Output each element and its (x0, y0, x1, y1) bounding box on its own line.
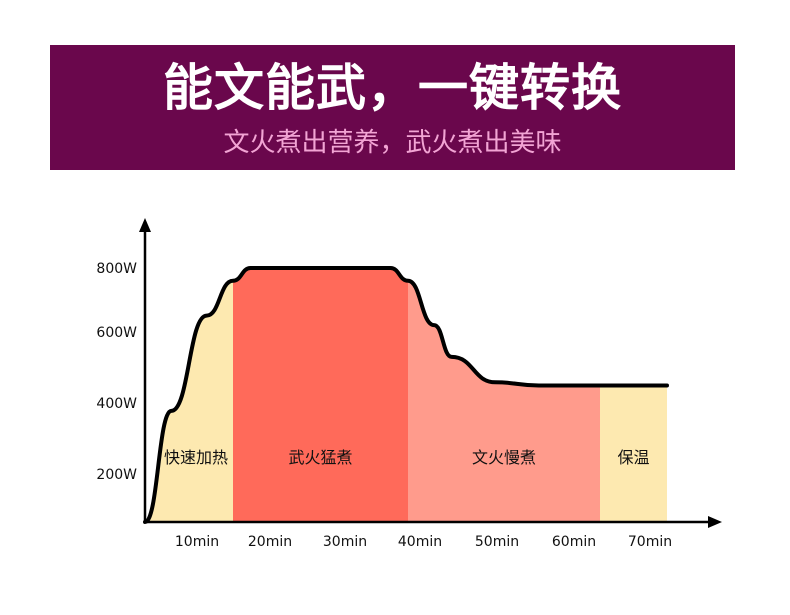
x-tick-label: 40min (398, 534, 442, 550)
zone-label-3: 文火慢煮 (472, 448, 536, 467)
x-axis-arrow-icon (708, 516, 722, 528)
zone-fill-3 (408, 268, 600, 522)
x-tick-label: 50min (475, 534, 519, 550)
banner-title: 能文能武，一键转换 (163, 59, 622, 117)
zone-label-1: 快速加热 (164, 448, 228, 467)
power-curve-line (143, 265, 669, 524)
x-tick-label: 30min (323, 534, 367, 550)
y-tick-label: 600W (96, 325, 137, 341)
y-tick-label: 400W (96, 396, 137, 412)
zone-fills (145, 268, 667, 522)
y-tick-label: 800W (96, 261, 137, 277)
zone-fill-2 (233, 268, 408, 522)
y-tick-label: 200W (96, 467, 137, 483)
zone-fill-4 (600, 268, 667, 522)
y-axis-arrow-icon (139, 218, 151, 232)
header-banner: 能文能武，一键转换 文火煮出营养，武火煮出美味 (50, 45, 735, 170)
zone-label-4: 保温 (617, 448, 649, 467)
x-tick-label: 20min (248, 534, 292, 550)
banner-subtitle: 文火煮出营养，武火煮出美味 (223, 128, 562, 158)
zone-label-2: 武火猛煮 (288, 448, 352, 467)
x-tick-label: 60min (552, 534, 596, 550)
x-tick-label: 10min (175, 534, 219, 550)
x-tick-label: 70min (628, 534, 672, 550)
